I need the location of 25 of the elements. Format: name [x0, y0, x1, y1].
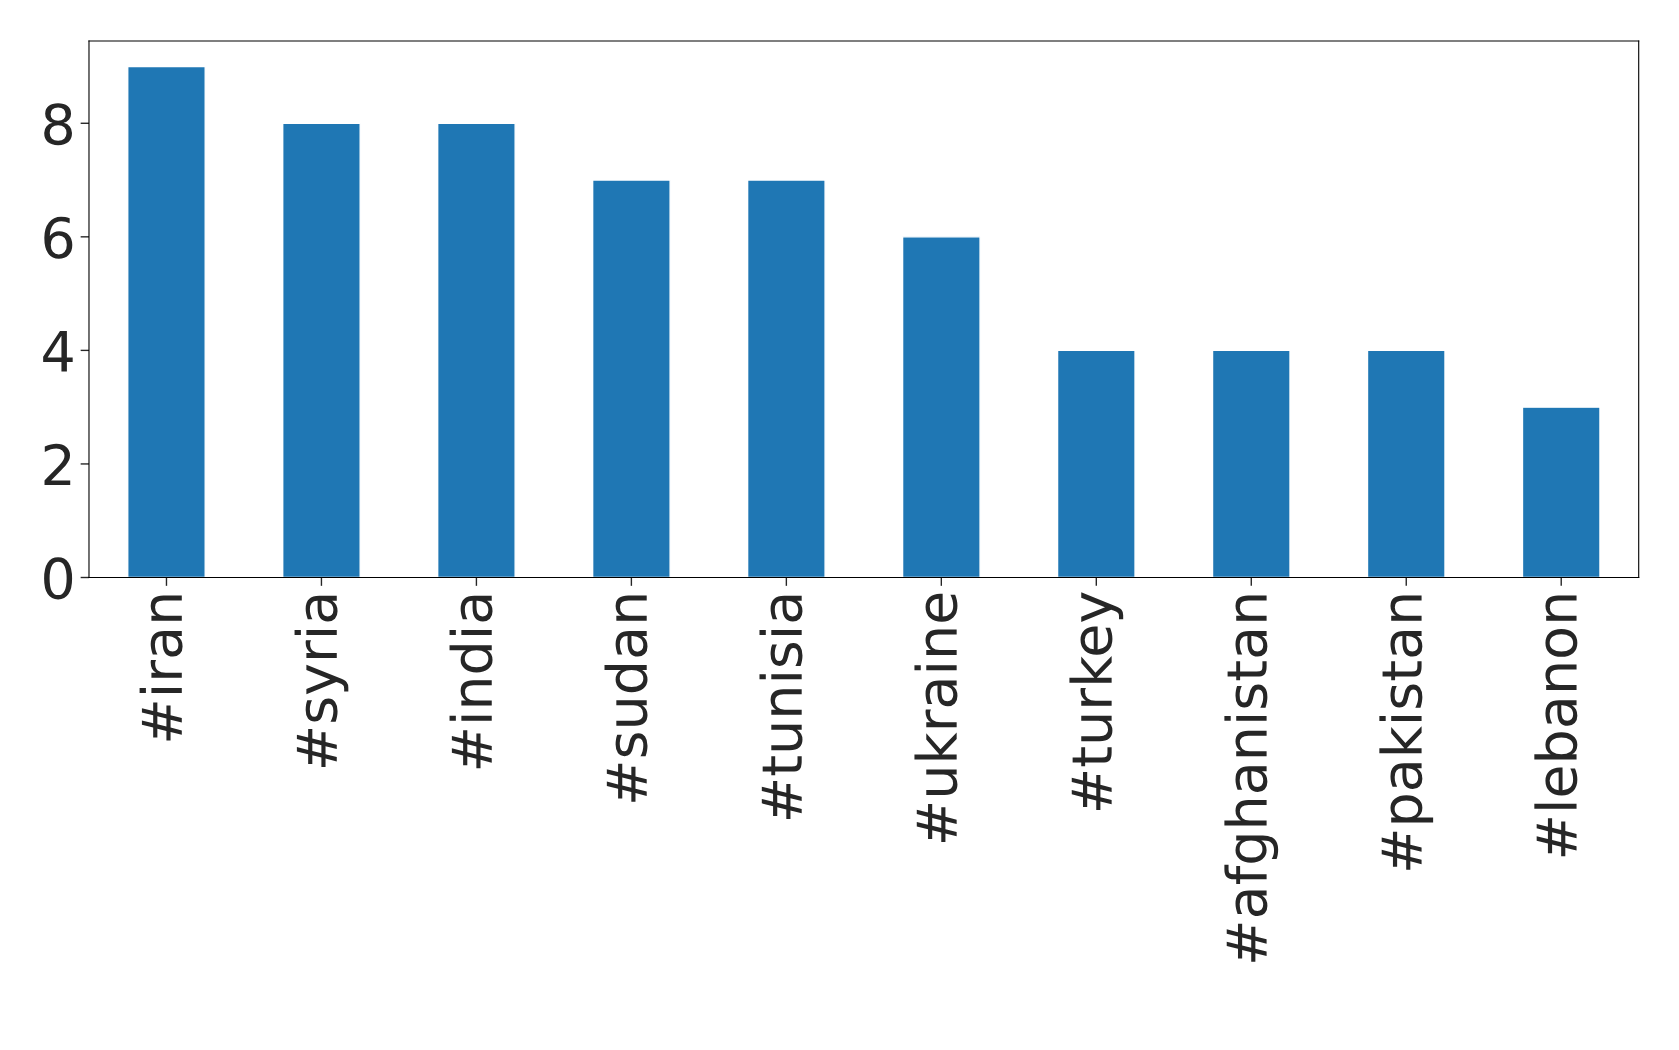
- x-tick-label: #lebanon: [1534, 595, 1578, 857]
- bar: [1521, 406, 1601, 578]
- x-tick-label: #sudan: [604, 595, 648, 802]
- bar: [746, 179, 826, 578]
- bar: [901, 236, 981, 578]
- bar: [591, 179, 671, 578]
- bar: [1211, 349, 1291, 578]
- y-tick-label: 2: [44, 443, 71, 486]
- x-tick-label: #iran: [139, 595, 183, 741]
- y-tick-label: 8: [44, 103, 72, 146]
- bar: [1056, 349, 1136, 578]
- x-tick-label: #turkey: [1069, 592, 1124, 811]
- bar: [127, 65, 206, 578]
- x-tick-label: #india: [449, 595, 493, 769]
- bar: [282, 122, 361, 578]
- bar: [436, 122, 516, 578]
- x-tick-label: #pakistan: [1379, 595, 1434, 870]
- x-tick-label: #afghanistan: [1224, 595, 1279, 962]
- x-tick-label: #syria: [294, 595, 349, 768]
- x-tick-label: #tunisia: [759, 595, 803, 820]
- y-tick-label: 6: [44, 216, 73, 259]
- y-tick-label: 4: [43, 330, 73, 372]
- x-tick-label: #ukraine: [914, 593, 958, 843]
- bar: [1366, 349, 1446, 578]
- y-tick-label: 0: [44, 557, 73, 600]
